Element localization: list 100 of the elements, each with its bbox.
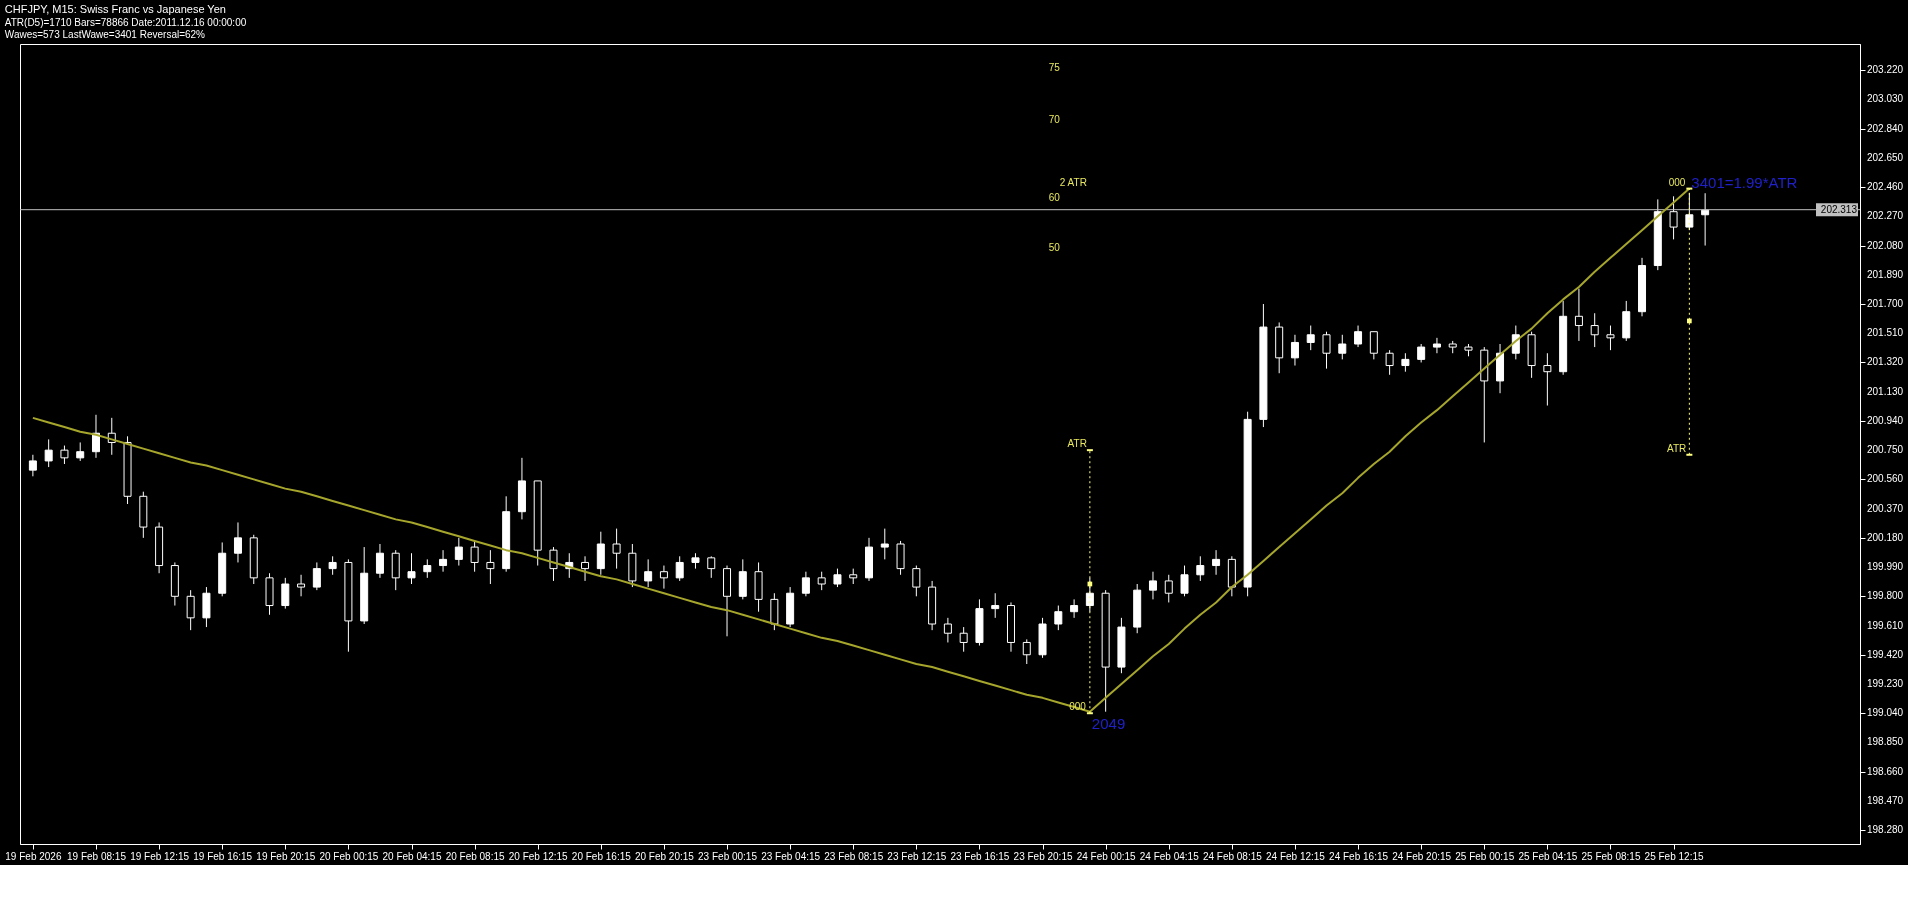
candlestick xyxy=(28,454,37,477)
y-tick-label: 201.890 xyxy=(1867,268,1904,280)
annotation: 75 xyxy=(1048,62,1061,73)
y-tick-label: 202.080 xyxy=(1867,239,1904,251)
x-tick-label: 20 Feb 04:15 xyxy=(382,850,442,862)
candlestick xyxy=(186,589,195,631)
x-tick-label: 20 Feb 00:15 xyxy=(319,850,379,862)
y-tick-label: 203.030 xyxy=(1867,93,1904,105)
x-tick-label: 19 Feb 2026 xyxy=(5,850,62,862)
candlestick xyxy=(1290,334,1299,367)
x-tick-label: 19 Feb 12:15 xyxy=(130,850,190,862)
y-tick-label: 198.470 xyxy=(1867,794,1904,806)
candlestick xyxy=(1148,571,1157,600)
candlestick xyxy=(454,537,463,567)
candlestick xyxy=(1212,549,1221,576)
y-tick-label: 201.320 xyxy=(1867,356,1904,368)
candlestick xyxy=(991,592,1000,619)
y-tick-label: 198.660 xyxy=(1867,765,1904,777)
x-tick-label: 23 Feb 16:15 xyxy=(950,850,1010,862)
candlestick xyxy=(1022,638,1031,665)
candlestick xyxy=(1385,349,1394,376)
candlestick xyxy=(1164,574,1173,603)
x-tick-label: 24 Feb 20:15 xyxy=(1392,850,1452,862)
annotation: 50 xyxy=(1048,242,1061,253)
y-tick-label: 202.270 xyxy=(1867,210,1904,222)
candlestick xyxy=(60,445,69,465)
y-tick-label: 201.510 xyxy=(1867,327,1904,339)
y-tick-label: 199.800 xyxy=(1867,590,1904,602)
y-tick-label: 203.220 xyxy=(1867,64,1904,76)
candlestick xyxy=(486,549,495,585)
text: Wawes=573 LastWawe=3401 Reversal=62% xyxy=(4,29,206,40)
candlestick xyxy=(549,546,558,582)
candlestick xyxy=(675,555,684,582)
y-tick-label: 199.420 xyxy=(1867,648,1904,660)
candlestick xyxy=(423,558,432,579)
candlestick xyxy=(233,521,242,563)
candlestick xyxy=(439,549,448,573)
x-tick-label: 24 Feb 00:15 xyxy=(1076,850,1137,862)
candlestick xyxy=(1054,605,1063,631)
y-tick-label: 200.370 xyxy=(1867,502,1904,514)
candlestick xyxy=(1401,352,1410,373)
y-tick-label: 201.130 xyxy=(1867,385,1904,397)
candlestick xyxy=(1306,325,1315,351)
y-tick-label: 202.650 xyxy=(1867,151,1904,163)
candlestick xyxy=(817,571,826,591)
y-tick-label: 200.940 xyxy=(1867,414,1904,426)
chart-title: CHFJPY, M15: Swiss Franc vs Japanese Yen xyxy=(4,3,226,15)
x-tick-label: 20 Feb 12:15 xyxy=(508,850,569,862)
candlestick xyxy=(644,558,653,588)
candlestick xyxy=(1369,331,1378,360)
candlestick xyxy=(959,626,968,653)
candlestick xyxy=(1196,555,1205,582)
candlestick xyxy=(1432,337,1441,354)
candlestick xyxy=(76,441,85,462)
annotation: 2049 xyxy=(1091,714,1126,732)
y-tick-label: 199.610 xyxy=(1867,619,1904,631)
x-tick-label: 24 Feb 12:15 xyxy=(1265,850,1326,862)
candlestick xyxy=(1574,288,1583,342)
candlestick xyxy=(281,577,290,610)
x-tick-label: 20 Feb 16:15 xyxy=(571,850,632,862)
candlestick xyxy=(375,543,384,579)
candlestick xyxy=(328,555,337,576)
y-tick-label: 198.280 xyxy=(1867,824,1904,836)
candlestick xyxy=(470,540,479,573)
y-tick-label: 199.040 xyxy=(1867,707,1904,719)
candlestick xyxy=(1701,192,1710,247)
y-tick-label: 200.180 xyxy=(1867,531,1904,543)
candlestick xyxy=(1354,325,1363,348)
candlestick xyxy=(1606,325,1615,351)
x-tick-label: 25 Feb 04:15 xyxy=(1518,850,1578,862)
x-tick-label: 20 Feb 08:15 xyxy=(445,850,506,862)
candlestick xyxy=(407,552,416,585)
y-tick-label: 201.700 xyxy=(1867,298,1904,309)
candlestick xyxy=(1338,334,1347,360)
candlestick xyxy=(581,555,590,582)
candlestick xyxy=(312,561,321,591)
candlestick xyxy=(612,528,621,570)
chart-subtitle: ATR(D5)=1710 Bars=78866 Date:2011.12.16 00:00:00 xyxy=(4,17,247,28)
ref-line-label: 202.313 xyxy=(1820,203,1858,215)
y-tick-label: 200.750 xyxy=(1867,444,1904,456)
candlestick xyxy=(1543,352,1552,407)
candlestick xyxy=(1180,565,1189,597)
candlestick xyxy=(297,574,306,597)
y-tick-label: 202.840 xyxy=(1867,122,1904,134)
annotation: ATR xyxy=(1667,442,1687,454)
x-tick-label: 25 Feb 08:15 xyxy=(1581,850,1641,862)
annotation: ATR xyxy=(1067,438,1087,450)
x-tick-label: 23 Feb 00:15 xyxy=(698,850,758,862)
y-tick-label: 200.560 xyxy=(1867,473,1904,485)
annotation: 2 ATR xyxy=(1059,177,1087,189)
x-tick-label: 20 Feb 20:15 xyxy=(634,850,695,862)
x-tick-label: 25 Feb 00:15 xyxy=(1455,850,1515,862)
candlestick xyxy=(44,438,53,468)
x-tick-label: 24 Feb 08:15 xyxy=(1202,850,1263,862)
y-tick-label: 198.850 xyxy=(1867,736,1904,748)
candlestick xyxy=(659,565,668,590)
x-tick-label: 23 Feb 04:15 xyxy=(761,850,821,862)
candlestick xyxy=(833,568,842,588)
x-tick-label: 23 Feb 12:15 xyxy=(887,850,947,862)
y-tick-label: 199.230 xyxy=(1867,678,1904,689)
